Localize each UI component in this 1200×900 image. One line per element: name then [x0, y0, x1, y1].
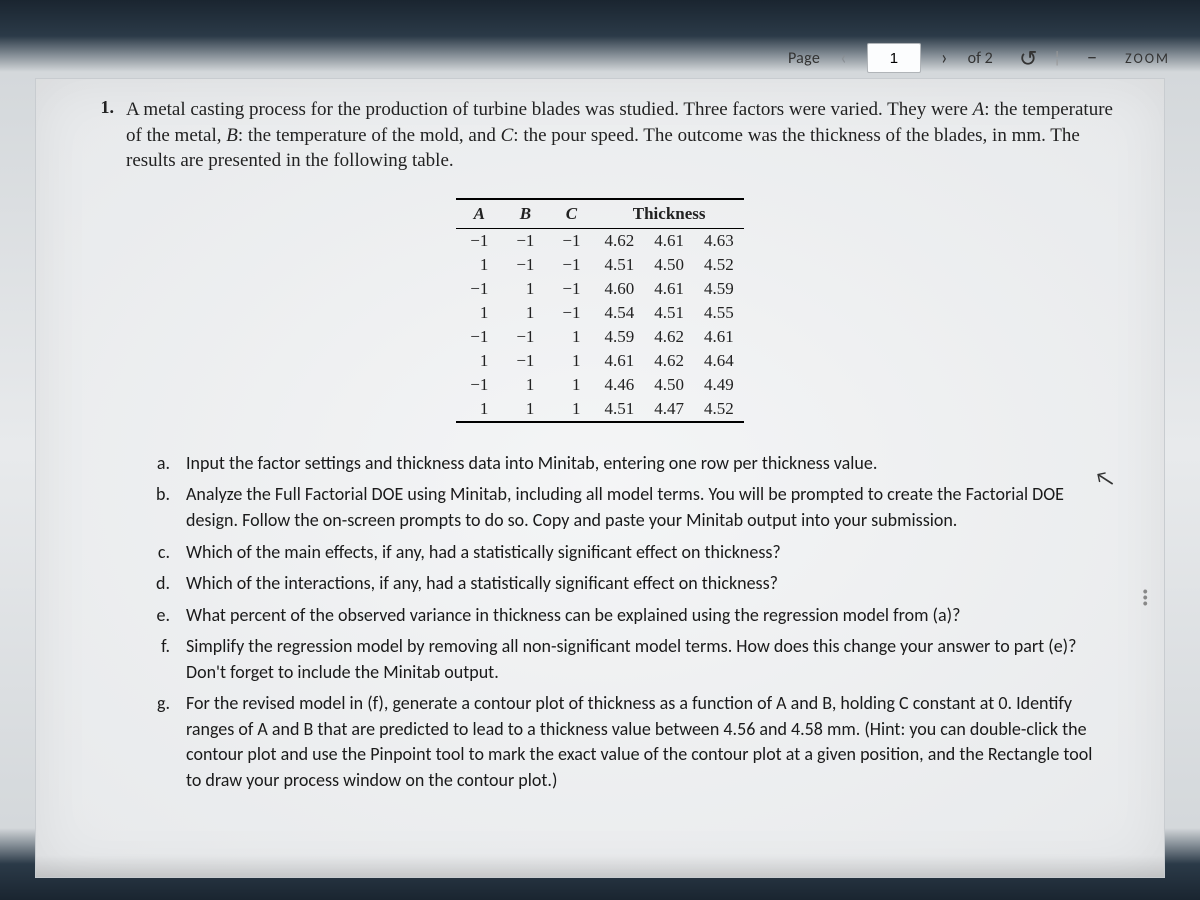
table-row: 11−14.544.514.55	[456, 301, 744, 325]
thickness-cell: 4.60	[595, 277, 645, 301]
thickness-cell: 4.51	[595, 397, 645, 422]
sub-question-label: g.	[140, 691, 170, 793]
bottom-shadow	[36, 855, 1164, 877]
sub-question-text: Input the factor settings and thickness …	[186, 451, 1104, 477]
problem-statement: 1. A metal casting process for the produ…	[86, 97, 1114, 174]
thickness-cell: 4.63	[694, 228, 744, 253]
sub-question-text: For the revised model in (f), generate a…	[186, 691, 1104, 793]
sub-question-label: c.	[140, 540, 170, 566]
thickness-cell: 4.61	[595, 349, 645, 373]
thickness-cell: 4.51	[644, 301, 694, 325]
thickness-cell: 4.55	[694, 301, 744, 325]
factor-cell: −1	[456, 228, 502, 253]
table-row: 1−114.614.624.64	[456, 349, 744, 373]
sub-question-label: a.	[140, 451, 170, 477]
factor-cell: 1	[502, 397, 548, 422]
thickness-cell: 4.54	[595, 301, 645, 325]
page-number-input[interactable]	[867, 43, 921, 73]
toolbar-separator: ¦	[1053, 49, 1061, 68]
reload-icon[interactable]: ↻	[1019, 45, 1037, 72]
thickness-cell: 4.61	[644, 277, 694, 301]
factor-cell: −1	[502, 228, 548, 253]
thickness-cell: 4.59	[595, 325, 645, 349]
pdf-toolbar: Page ‹ › of 2 ↻ ¦ − ZOOM	[0, 36, 1200, 80]
thickness-cell: 4.59	[694, 277, 744, 301]
document-page: 1. A metal casting process for the produ…	[35, 78, 1165, 878]
factor-cell: 1	[456, 397, 502, 422]
thickness-cell: 4.62	[595, 228, 645, 253]
sub-question-label: d.	[140, 571, 170, 597]
factor-cell: −1	[548, 228, 594, 253]
factor-cell: −1	[456, 373, 502, 397]
page-label: Page	[788, 49, 820, 68]
table-row: 1−1−14.514.504.52	[456, 253, 744, 277]
factor-cell: 1	[548, 349, 594, 373]
sub-question-text: Which of the main effects, if any, had a…	[186, 540, 1104, 566]
factor-cell: −1	[548, 301, 594, 325]
col-B: B	[502, 199, 548, 229]
table-row: 1114.514.474.52	[456, 397, 744, 422]
factor-cell: 1	[502, 301, 548, 325]
factor-cell: 1	[456, 349, 502, 373]
sub-question-text: Which of the interactions, if any, had a…	[186, 571, 1104, 597]
col-C: C	[548, 199, 594, 229]
factor-cell: −1	[456, 325, 502, 349]
scrollbar-hint: •••	[1143, 589, 1148, 607]
zoom-out-button[interactable]: −	[1087, 46, 1097, 70]
of-label: of 2	[968, 49, 993, 68]
thickness-cell: 4.49	[694, 373, 744, 397]
factor-cell: 1	[502, 373, 548, 397]
thickness-cell: 4.52	[694, 397, 744, 422]
table-header-row: A B C Thickness	[456, 199, 744, 229]
problem-number: 1.	[86, 97, 120, 174]
factor-cell: −1	[502, 325, 548, 349]
factor-cell: 1	[456, 253, 502, 277]
thickness-cell: 4.64	[694, 349, 744, 373]
thickness-cell: 4.50	[644, 373, 694, 397]
factor-cell: 1	[456, 301, 502, 325]
sub-question-text: Simplify the regression model by removin…	[186, 634, 1104, 685]
zoom-label[interactable]: ZOOM	[1125, 50, 1170, 67]
col-thickness: Thickness	[595, 199, 744, 229]
table-row: −1−1−14.624.614.63	[456, 228, 744, 253]
thickness-cell: 4.47	[644, 397, 694, 422]
sub-question-label: b.	[140, 482, 170, 533]
factor-cell: −1	[502, 253, 548, 277]
sub-questions-list: a. Input the factor settings and thicknes…	[86, 451, 1114, 794]
factor-cell: 1	[548, 325, 594, 349]
thickness-cell: 4.61	[694, 325, 744, 349]
prev-page-button[interactable]: ‹	[834, 46, 853, 70]
thickness-cell: 4.46	[595, 373, 645, 397]
thickness-cell: 4.51	[595, 253, 645, 277]
sub-question-label: e.	[140, 603, 170, 629]
thickness-cell: 4.61	[644, 228, 694, 253]
table-row: −1−114.594.624.61	[456, 325, 744, 349]
col-A: A	[456, 199, 502, 229]
factor-cell: −1	[456, 277, 502, 301]
table-row: −11−14.604.614.59	[456, 277, 744, 301]
next-page-button[interactable]: ›	[935, 46, 954, 70]
problem-text: A metal casting process for the producti…	[126, 97, 1114, 174]
thickness-cell: 4.50	[644, 253, 694, 277]
factor-cell: −1	[548, 253, 594, 277]
sub-question-text: What percent of the observed variance in…	[186, 603, 1104, 629]
factor-cell: 1	[502, 277, 548, 301]
sub-question-label: f.	[140, 634, 170, 685]
factor-cell: −1	[502, 349, 548, 373]
thickness-cell: 4.62	[644, 325, 694, 349]
thickness-cell: 4.62	[644, 349, 694, 373]
factor-cell: −1	[548, 277, 594, 301]
factor-cell: 1	[548, 373, 594, 397]
sub-question-text: Analyze the Full Factorial DOE using Min…	[186, 482, 1104, 533]
factor-cell: 1	[548, 397, 594, 422]
thickness-cell: 4.52	[694, 253, 744, 277]
factorial-design-table: A B C Thickness −1−1−14.624.614.631−1−14…	[456, 198, 744, 423]
table-row: −1114.464.504.49	[456, 373, 744, 397]
